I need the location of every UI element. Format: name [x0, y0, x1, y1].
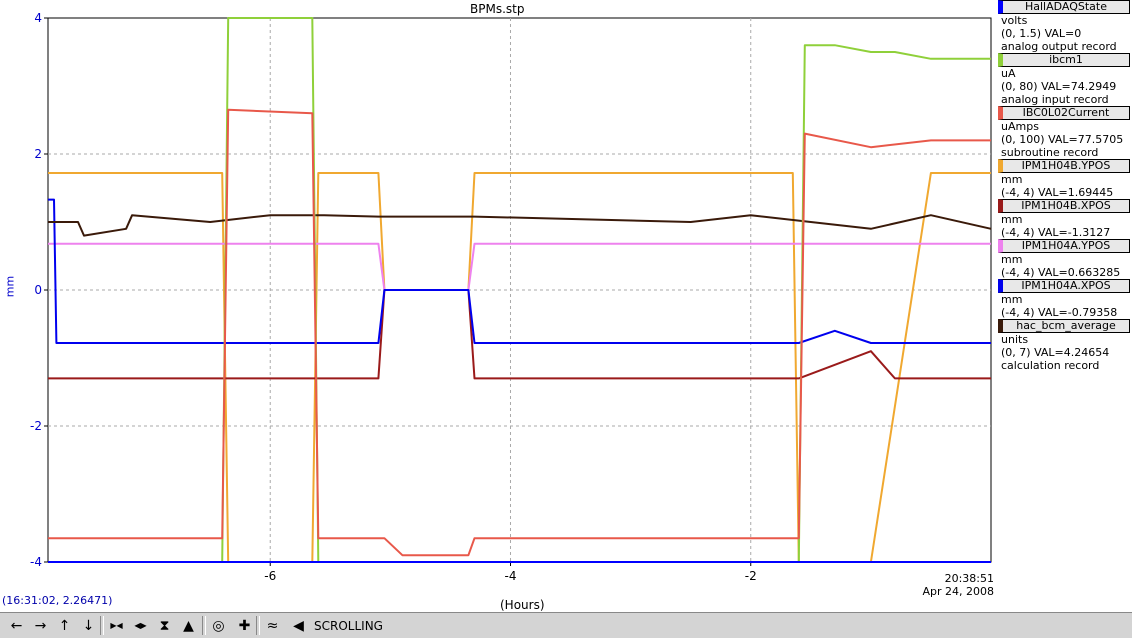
- series-line-ipm1h04a-xpos: [48, 198, 991, 344]
- crosshair-button[interactable]: ✚: [234, 616, 255, 635]
- y-tick-label: -4: [30, 555, 42, 569]
- legend-name: hac_bcm_average: [998, 319, 1130, 333]
- mode-label: SCROLLING: [314, 619, 383, 633]
- x-tick-label: -4: [505, 569, 517, 583]
- legend-detail: volts: [1001, 14, 1028, 27]
- legend-detail: analog input record: [1001, 93, 1109, 106]
- reset-button[interactable]: ◎: [208, 616, 229, 635]
- toolbar-separator: [100, 616, 104, 635]
- toggle-scroll-button[interactable]: ◀: [288, 616, 309, 635]
- autoscale-icon: ≈: [266, 617, 279, 634]
- plot-frame: [47, 17, 992, 563]
- legend-entry[interactable]: IPM1H04B.YPOS mm (-4, 4) VAL=1.69445: [996, 159, 1132, 199]
- scroll-right-icon: →: [34, 617, 47, 634]
- scroll-up-button[interactable]: ↑: [54, 616, 75, 635]
- legend-name: IPM1H04B.XPOS: [998, 199, 1130, 213]
- legend: HallADAQState volts (0, 1.5) VAL=0 analog o…: [996, 0, 1132, 372]
- chart-title: BPMs.stp: [470, 2, 525, 16]
- autoscale-button[interactable]: ≈: [262, 616, 283, 635]
- legend-detail: (-4, 4) VAL=0.663285: [1001, 266, 1121, 279]
- legend-entry[interactable]: IBC0L02Current uAmps (0, 100) VAL=77.5705 s…: [996, 106, 1132, 159]
- legend-detail: uAmps: [1001, 120, 1039, 133]
- legend-detail: (-4, 4) VAL=-1.3127: [1001, 226, 1111, 239]
- legend-name: IBC0L02Current: [998, 106, 1130, 120]
- x-tick-label: -2: [745, 569, 757, 583]
- legend-entry[interactable]: hac_bcm_average units (0, 7) VAL=4.24654 ca…: [996, 319, 1132, 372]
- zoom-in-x-button[interactable]: ▶◀: [106, 616, 127, 635]
- legend-detail: (-4, 4) VAL=-0.79358: [1001, 306, 1118, 319]
- zoom-in-x-icon: ▶◀: [110, 621, 123, 630]
- legend-name: ibcm1: [998, 53, 1130, 67]
- legend-name: IPM1H04B.YPOS: [998, 159, 1130, 173]
- legend-name: HallADAQState: [998, 0, 1130, 14]
- toolbar-separator: [202, 616, 206, 635]
- series-line-ibc0l02current: [48, 108, 991, 557]
- series-line-ibcm1: [221, 17, 991, 563]
- legend-detail: mm: [1001, 253, 1023, 266]
- legend-detail: units: [1001, 333, 1029, 346]
- zoom-out-x-icon: ◀▶: [134, 621, 147, 630]
- zoom-out-y-button[interactable]: ▲: [178, 616, 199, 635]
- toolbar-separator: [256, 616, 260, 635]
- zoom-in-y-icon: ⧗: [159, 617, 170, 634]
- legend-name: IPM1H04A.YPOS: [998, 239, 1130, 253]
- legend-detail: (0, 100) VAL=77.5705: [1001, 133, 1124, 146]
- y-tick-label: 2: [34, 147, 42, 161]
- legend-detail: mm: [1001, 213, 1023, 226]
- scroll-down-button[interactable]: ↓: [78, 616, 99, 635]
- zoom-out-x-button[interactable]: ◀▶: [130, 616, 151, 635]
- legend-entry[interactable]: ibcm1 uA (0, 80) VAL=74.2949 analog input r…: [996, 53, 1132, 106]
- legend-detail: mm: [1001, 173, 1023, 186]
- legend-detail: calculation record: [1001, 359, 1100, 372]
- plot-area[interactable]: -6 -4 -2 -4 -2 0 2 4: [0, 0, 1132, 612]
- legend-entry[interactable]: IPM1H04A.XPOS mm (-4, 4) VAL=-0.79358: [996, 279, 1132, 319]
- timestamp-date: Apr 24, 2008: [922, 585, 994, 598]
- legend-detail: analog output record: [1001, 40, 1117, 53]
- zoom-in-y-button[interactable]: ⧗: [154, 616, 175, 635]
- series-line-hac-bcm-average: [48, 214, 992, 237]
- y-axis-label: mm: [3, 275, 17, 298]
- legend-detail: (0, 80) VAL=74.2949: [1001, 80, 1117, 93]
- legend-detail: (0, 7) VAL=4.24654: [1001, 346, 1110, 359]
- legend-detail: uA: [1001, 67, 1016, 80]
- timestamp: 20:38:51 Apr 24, 2008: [900, 572, 994, 598]
- zoom-out-y-icon: ▲: [183, 617, 194, 634]
- legend-name: IPM1H04A.XPOS: [998, 279, 1130, 293]
- scroll-left-icon: ←: [10, 617, 23, 634]
- y-tick-label: -2: [30, 419, 42, 433]
- legend-detail: subroutine record: [1001, 146, 1099, 159]
- reset-icon: ◎: [212, 617, 225, 634]
- legend-detail: (-4, 4) VAL=1.69445: [1001, 186, 1114, 199]
- scroll-up-icon: ↑: [58, 617, 71, 634]
- legend-detail: mm: [1001, 293, 1023, 306]
- toolbar: SCROLLING ← → ↑ ↓ ▶◀ ◀▶ ⧗ ▲ ◎ ✚ ≈ ◀: [0, 612, 1132, 638]
- scroll-left-button[interactable]: ←: [6, 616, 27, 635]
- crosshair-icon: ✚: [238, 617, 251, 634]
- legend-detail: (0, 1.5) VAL=0: [1001, 27, 1082, 40]
- y-tick-label: 4: [34, 11, 42, 25]
- legend-entry[interactable]: IPM1H04A.YPOS mm (-4, 4) VAL=0.663285: [996, 239, 1132, 279]
- scroll-right-button[interactable]: →: [30, 616, 51, 635]
- cursor-readout: (16:31:02, 2.26471): [2, 594, 113, 607]
- legend-entry[interactable]: IPM1H04B.XPOS mm (-4, 4) VAL=-1.3127: [996, 199, 1132, 239]
- x-tick-label: -6: [264, 569, 276, 583]
- series-line-ipm1h04b-xpos: [48, 289, 991, 380]
- scroll-down-icon: ↓: [82, 617, 95, 634]
- toggle-scroll-icon: ◀: [293, 617, 304, 634]
- x-axis-label: (Hours): [500, 598, 545, 612]
- legend-entry[interactable]: HallADAQState volts (0, 1.5) VAL=0 analog o…: [996, 0, 1132, 53]
- timestamp-time: 20:38:51: [944, 572, 994, 585]
- y-tick-label: 0: [34, 283, 42, 297]
